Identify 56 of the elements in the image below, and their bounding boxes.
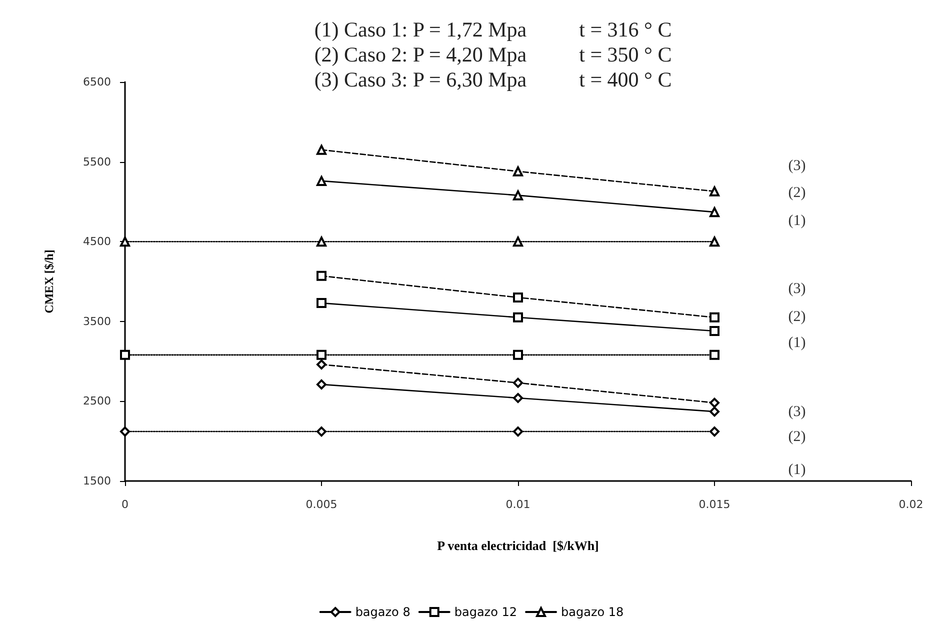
point [120, 426, 130, 437]
point [710, 326, 720, 336]
legend-label: bagazo 8 [355, 605, 410, 619]
point [513, 393, 523, 404]
point [513, 312, 523, 322]
annotation: (3) [788, 158, 806, 174]
annotation: (2) [788, 309, 806, 325]
y-tick-label: 6500 [83, 76, 111, 88]
point [513, 350, 523, 360]
point [513, 190, 523, 200]
annotation: (1) [788, 335, 806, 351]
point [316, 176, 326, 186]
point [710, 207, 720, 218]
y-tick-label: 5500 [83, 155, 111, 168]
point [513, 236, 523, 247]
annotation: (1) [788, 213, 806, 229]
y-tick-label: 2500 [83, 394, 111, 408]
point [316, 144, 326, 155]
point [513, 426, 523, 437]
point [316, 298, 326, 308]
point [316, 270, 326, 281]
annotation: (1) [788, 462, 806, 478]
y-axis-title: CMEX [$/h] [42, 250, 56, 314]
x-tick-label: 0.005 [306, 498, 338, 511]
point [120, 350, 130, 360]
point [710, 312, 720, 322]
y-tick-label: 4500 [83, 235, 111, 248]
point [513, 166, 523, 176]
annotation: (2) [788, 429, 806, 445]
point [316, 236, 326, 247]
x-tick-label: 0.02 [898, 498, 924, 511]
annotation: (3) [788, 404, 806, 420]
annotation: (3) [788, 281, 806, 297]
x-axis-title: P venta electricidad [$/kWh] [437, 538, 599, 553]
y-tick-label: 3500 [83, 314, 111, 328]
point [710, 398, 720, 408]
point [513, 378, 523, 388]
point [710, 426, 720, 437]
point [316, 379, 326, 390]
x-tick-label: 0.01 [506, 498, 530, 511]
y-tick-label: 1500 [83, 474, 111, 488]
point [710, 350, 720, 360]
point [710, 186, 720, 196]
point [710, 406, 720, 417]
annotation: (2) [788, 185, 806, 201]
point [710, 236, 720, 247]
legend-label: bagazo 12 [454, 605, 518, 619]
legend-label: bagazo 18 [561, 605, 624, 619]
x-tick-label: 0 [122, 498, 128, 511]
point [316, 359, 326, 370]
point [120, 236, 130, 247]
chart-title: (1) Caso 1: P = 1,72 Mpa t = 316 ° C (2) Caso 2: P = 4,20 Mpa t = 350 ° C (3) Caso 3: P = 6,30 Mpa t = 400 ° C [314, 18, 672, 92]
point [316, 350, 326, 360]
x-tick-label: 0.015 [698, 498, 730, 511]
point [316, 426, 326, 437]
point [513, 292, 523, 302]
